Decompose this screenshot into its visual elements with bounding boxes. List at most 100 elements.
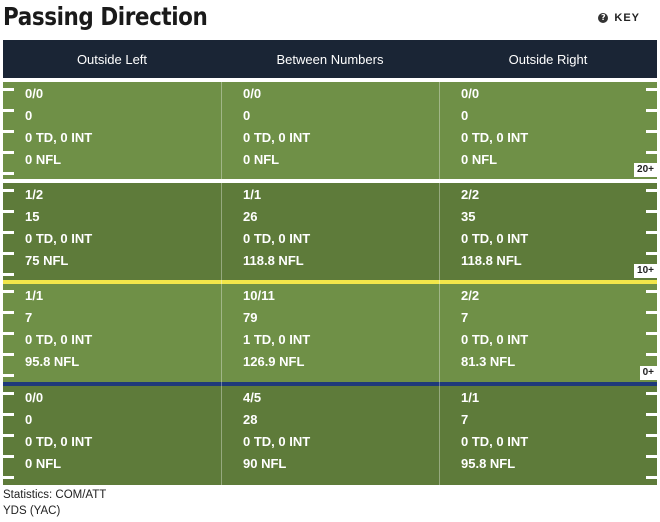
- column-header-row: Outside Left Between Numbers Outside Rig…: [3, 40, 657, 78]
- zone-20-plus: [3, 82, 657, 179]
- stat-passer-rating: 0 NFL: [25, 456, 62, 471]
- yard-tick: [3, 290, 14, 293]
- column-header-between-numbers: Between Numbers: [276, 51, 384, 67]
- yard-tick: [646, 332, 657, 335]
- yard-tick: [3, 311, 14, 314]
- stat-yards: 79: [243, 310, 258, 325]
- yard-tick: [3, 130, 14, 133]
- stat-yards: 0: [25, 412, 33, 427]
- column-divider: [221, 82, 222, 485]
- stat-cell-between-numbers: 4/5 28 0 TD, 0 INT 90 NFL: [243, 387, 443, 475]
- stat-passer-rating: 90 NFL: [243, 456, 287, 471]
- stat-completions-attempts: 1/1: [461, 390, 480, 405]
- yard-tick: [646, 290, 657, 293]
- stat-yards: 0: [243, 108, 251, 123]
- stat-touchdowns-interceptions: 0 TD, 0 INT: [25, 130, 93, 145]
- stat-yards: 7: [461, 310, 469, 325]
- stat-cell-outside-right: 0/0 0 0 TD, 0 INT 0 NFL: [461, 83, 657, 171]
- yard-tick: [646, 130, 657, 133]
- yard-marker-label: 10+: [634, 264, 657, 278]
- stat-completions-attempts: 0/0: [243, 86, 262, 101]
- yard-tick: [3, 476, 14, 479]
- stat-touchdowns-interceptions: 0 TD, 0 INT: [461, 332, 529, 347]
- stat-yards: 35: [461, 209, 476, 224]
- key-label: KEY: [614, 12, 640, 24]
- stat-touchdowns-interceptions: 0 TD, 0 INT: [461, 231, 529, 246]
- zone-boundary-line: [3, 280, 657, 284]
- yard-tick: [646, 311, 657, 314]
- header-divider: [3, 78, 657, 82]
- yard-tick: [3, 273, 14, 276]
- stat-yards: 28: [243, 412, 258, 427]
- stat-cell-outside-right: 2/2 35 0 TD, 0 INT 118.8 NFL: [461, 184, 657, 272]
- footer-legend: Statistics: COM/ATT YDS (YAC): [3, 487, 106, 519]
- stat-completions-attempts: 4/5: [243, 390, 262, 405]
- stat-cell-outside-left: 0/0 0 0 TD, 0 INT 0 NFL: [25, 387, 225, 475]
- yard-tick: [3, 109, 14, 112]
- help-circle-icon: ?: [598, 13, 609, 23]
- yard-tick: [3, 413, 14, 416]
- passing-direction-field: Outside Left Between Numbers Outside Rig…: [3, 40, 657, 485]
- yard-tick: [3, 231, 14, 234]
- footer-line-statistics: Statistics: COM/ATT: [3, 489, 107, 501]
- stat-touchdowns-interceptions: 0 TD, 0 INT: [25, 332, 93, 347]
- stat-touchdowns-interceptions: 0 TD, 0 INT: [243, 231, 311, 246]
- yard-marker-label: 20+: [634, 163, 657, 177]
- stat-passer-rating: 95.8 NFL: [461, 456, 516, 471]
- yard-tick: [646, 210, 657, 213]
- stat-yards: 15: [25, 209, 40, 224]
- zone-10-plus: [3, 183, 657, 280]
- stat-completions-attempts: 10/11: [243, 288, 275, 303]
- yard-tick: [646, 392, 657, 395]
- page-title: Passing Direction: [3, 2, 208, 31]
- yard-tick: [646, 252, 657, 255]
- yard-tick: [3, 172, 14, 175]
- stat-completions-attempts: 0/0: [461, 86, 480, 101]
- stat-passer-rating: 0 NFL: [461, 152, 498, 167]
- stat-touchdowns-interceptions: 0 TD, 0 INT: [243, 434, 311, 449]
- stat-yards: 7: [25, 310, 33, 325]
- column-header-outside-right: Outside Right: [508, 51, 588, 67]
- stat-completions-attempts: 1/1: [243, 187, 262, 202]
- yard-tick: [3, 353, 14, 356]
- stat-cell-between-numbers: 10/11 79 1 TD, 0 INT 126.9 NFL: [243, 285, 443, 373]
- stat-cell-outside-right: 2/2 7 0 TD, 0 INT 81.3 NFL: [461, 285, 657, 373]
- stat-cell-between-numbers: 0/0 0 0 TD, 0 INT 0 NFL: [243, 83, 443, 171]
- yard-tick: [3, 455, 14, 458]
- yard-tick: [646, 413, 657, 416]
- key-button[interactable]: ? KEY: [598, 10, 640, 26]
- yard-tick: [3, 332, 14, 335]
- yard-tick: [3, 434, 14, 437]
- yard-tick: [646, 109, 657, 112]
- stat-cell-outside-right: 1/1 7 0 TD, 0 INT 95.8 NFL: [461, 387, 657, 475]
- yard-tick: [3, 88, 14, 91]
- stat-cell-between-numbers: 1/1 26 0 TD, 0 INT 118.8 NFL: [243, 184, 443, 272]
- column-header-outside-left: Outside Left: [76, 51, 148, 67]
- stat-yards: 0: [461, 108, 469, 123]
- stat-yards: 0: [25, 108, 33, 123]
- stat-passer-rating: 0 NFL: [25, 152, 62, 167]
- footer-line-yards: YDS (YAC): [3, 505, 61, 517]
- stat-completions-attempts: 1/1: [25, 288, 44, 303]
- yard-tick: [646, 88, 657, 91]
- stat-touchdowns-interceptions: 0 TD, 0 INT: [243, 130, 311, 145]
- stat-completions-attempts: 0/0: [25, 390, 44, 405]
- yard-tick: [646, 455, 657, 458]
- yard-marker-label: 0+: [639, 366, 657, 380]
- yard-tick: [646, 353, 657, 356]
- stat-completions-attempts: 2/2: [461, 187, 480, 202]
- yard-tick: [3, 374, 14, 377]
- yard-tick: [3, 392, 14, 395]
- stat-passer-rating: 75 NFL: [25, 253, 69, 268]
- stat-cell-outside-left: 1/2 15 0 TD, 0 INT 75 NFL: [25, 184, 225, 272]
- stat-completions-attempts: 1/2: [25, 187, 44, 202]
- stat-passer-rating: 81.3 NFL: [461, 354, 516, 369]
- yard-tick: [646, 231, 657, 234]
- stat-yards: 26: [243, 209, 258, 224]
- yard-tick: [3, 151, 14, 154]
- yard-tick: [3, 252, 14, 255]
- column-divider: [439, 82, 440, 485]
- yard-tick: [646, 434, 657, 437]
- stat-passer-rating: 126.9 NFL: [243, 354, 305, 369]
- stat-touchdowns-interceptions: 0 TD, 0 INT: [461, 130, 529, 145]
